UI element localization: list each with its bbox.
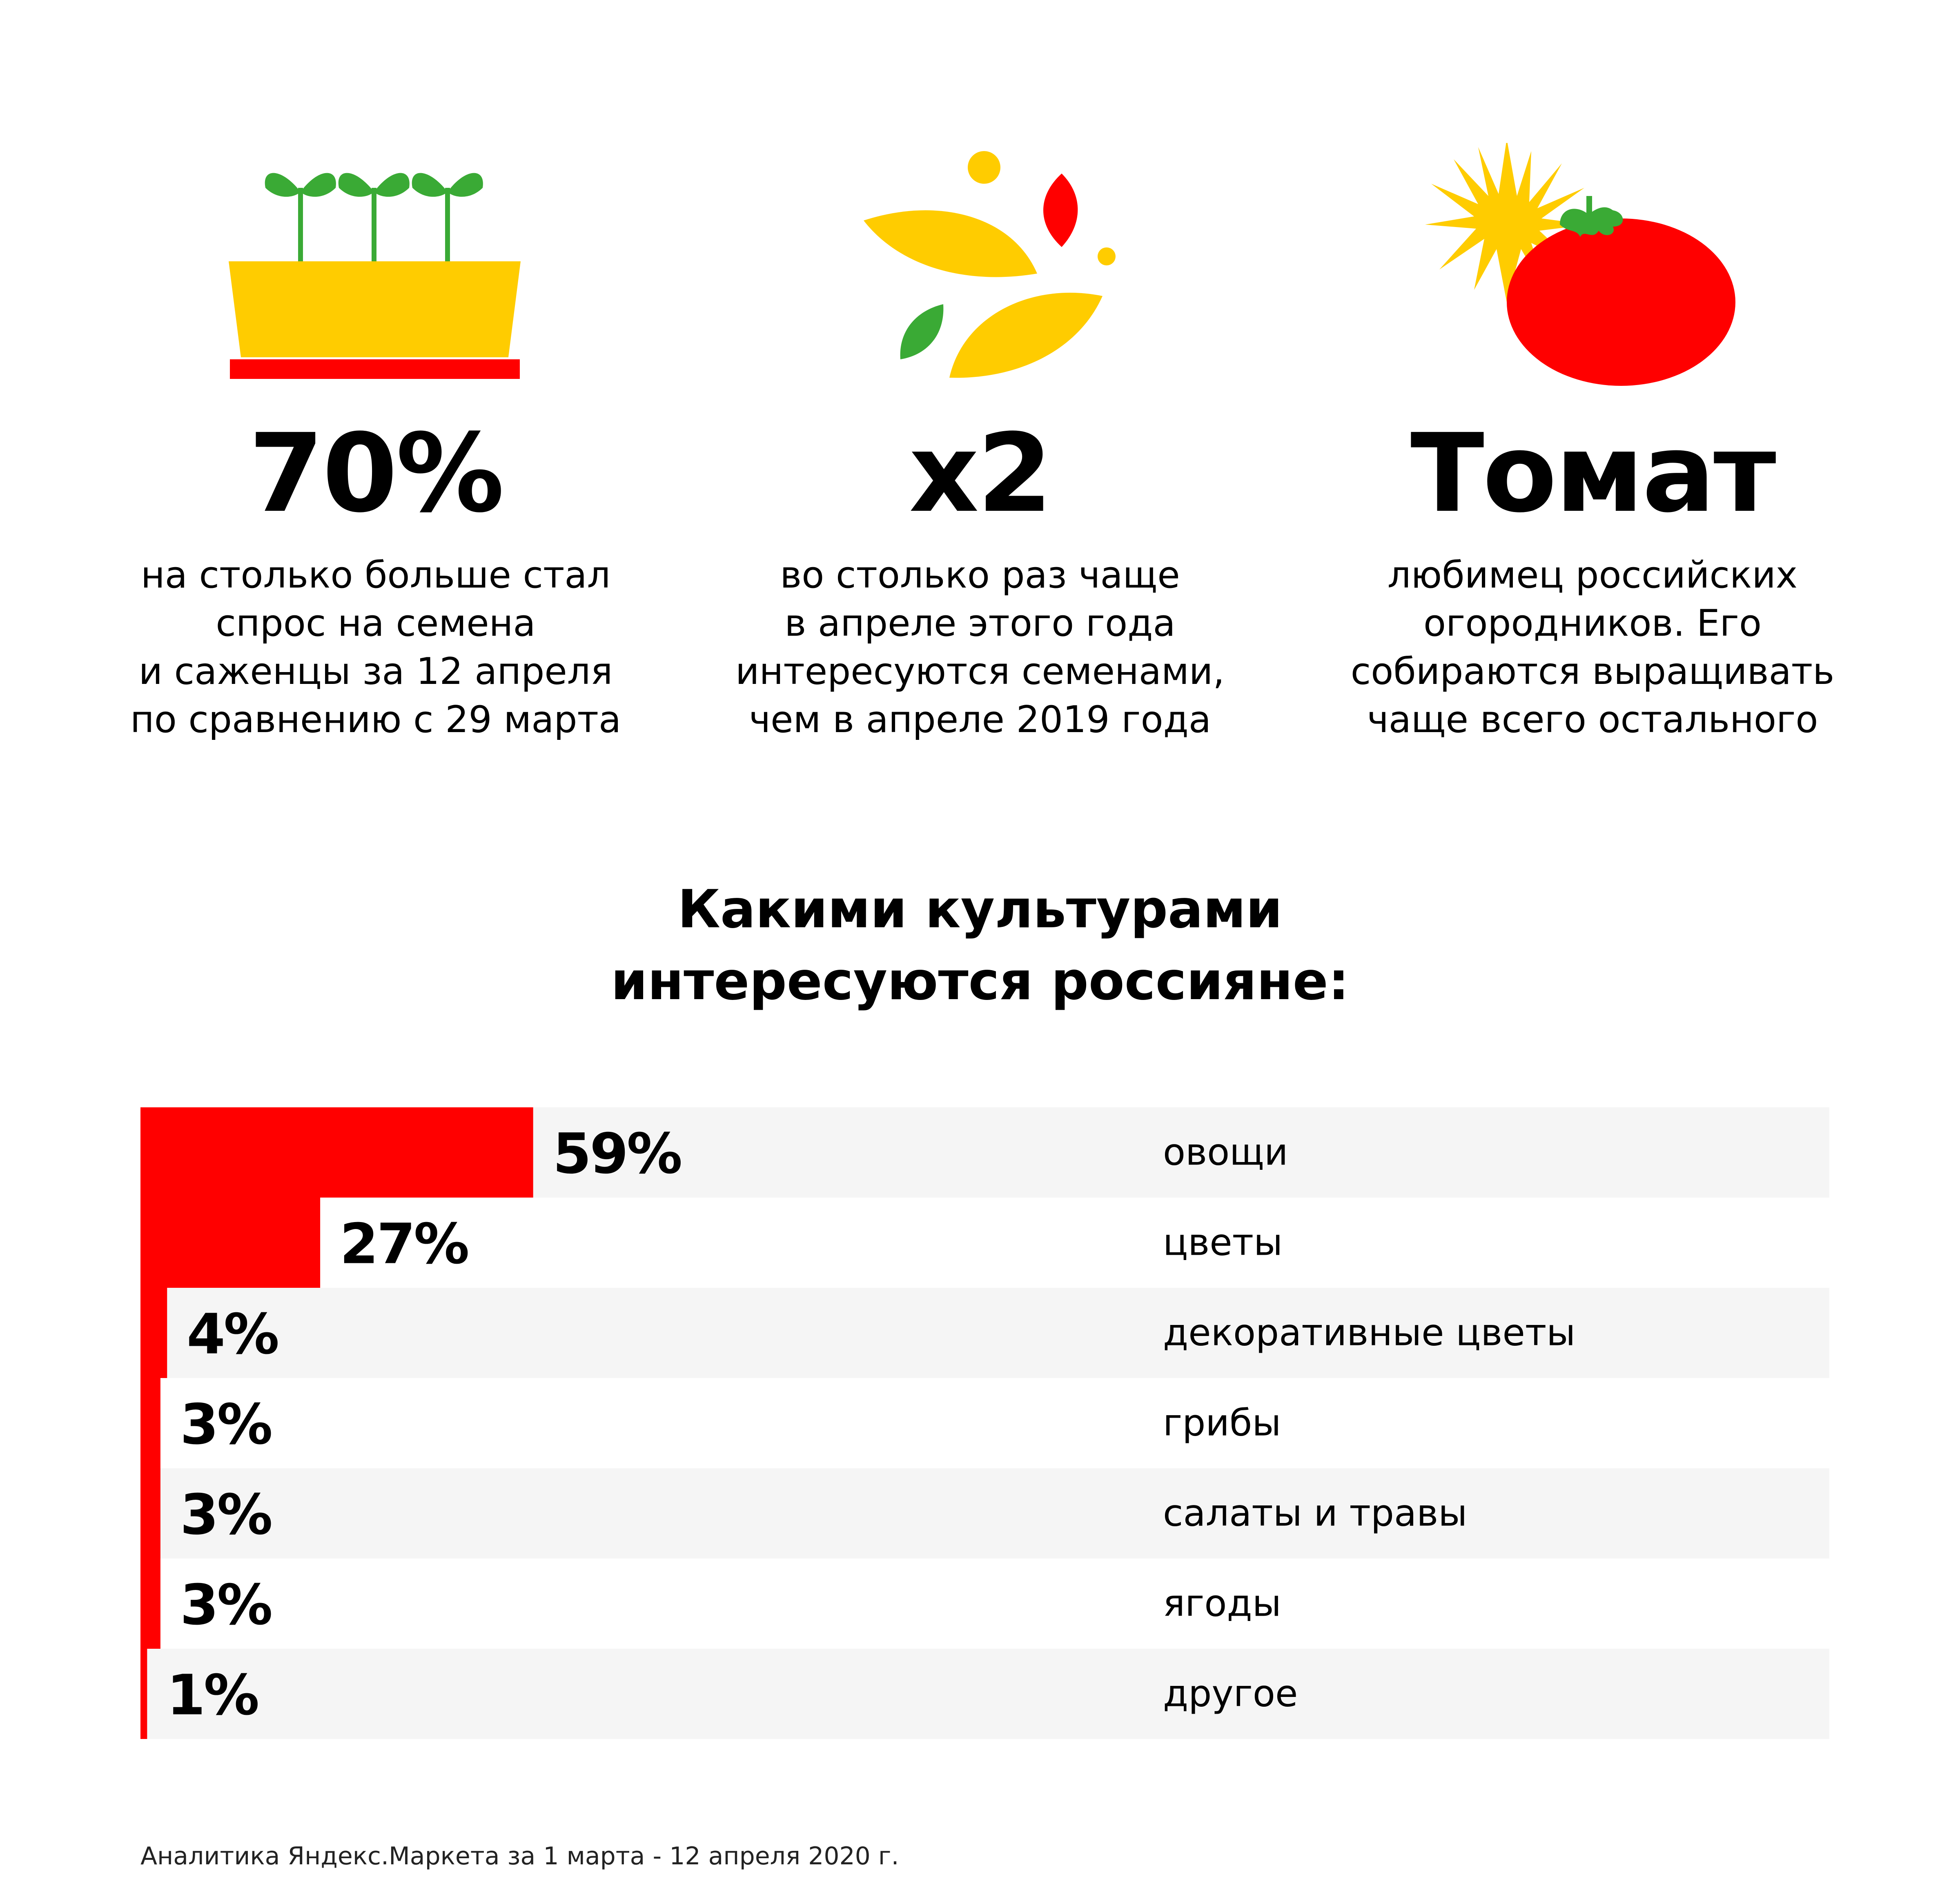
row-background	[140, 1468, 1829, 1559]
stat-value: 70%	[248, 411, 504, 537]
source-note: Аналитика Яндекс.Маркета за 1 марта - 12…	[140, 1842, 899, 1870]
stat-value: x2	[909, 411, 1052, 537]
row-background	[140, 1198, 1829, 1288]
stat-favorite: Томат любимец российских огородников. Ег…	[1290, 412, 1895, 744]
row-background	[140, 1559, 1829, 1649]
chart-title: Какими культурами интересуются россияне:	[611, 879, 1349, 1012]
stat-description: на столько больше стал спрос на семена и…	[130, 554, 621, 741]
bar	[140, 1649, 147, 1739]
row-background	[140, 1288, 1829, 1378]
bar	[140, 1559, 160, 1649]
stat-description: во столько раз чаще в апреле этого года …	[735, 554, 1225, 741]
category-label: грибы	[1163, 1402, 1281, 1445]
bar-value-label: 59%	[553, 1122, 681, 1187]
bar-value-label: 3%	[180, 1573, 271, 1638]
bar	[140, 1288, 167, 1378]
bar-value-label: 1%	[167, 1663, 258, 1728]
category-label: другое	[1163, 1672, 1298, 1715]
seedlings-pot-icon	[229, 173, 521, 379]
stat-growth: x2 во столько раз чаще в апреле этого го…	[678, 412, 1282, 744]
category-label: ягоды	[1163, 1582, 1281, 1625]
row-background	[140, 1378, 1829, 1468]
bar	[140, 1468, 160, 1559]
bar-value-label: 3%	[180, 1483, 271, 1547]
stat-value: Томат	[1410, 411, 1776, 537]
category-label: цветы	[1163, 1221, 1283, 1264]
bar	[140, 1378, 160, 1468]
bar-value-label: 27%	[340, 1212, 468, 1277]
category-label: салаты и травы	[1163, 1492, 1467, 1535]
category-label: овощи	[1163, 1131, 1288, 1174]
bar-value-label: 3%	[180, 1393, 271, 1457]
category-label: декоративные цветы	[1163, 1311, 1575, 1354]
tomato-sun-icon	[1425, 143, 1735, 386]
bar-value-label: 4%	[187, 1303, 278, 1367]
seeds-icon	[864, 151, 1116, 378]
row-background	[140, 1649, 1829, 1739]
stat-description: любимец российских огородников. Его соби…	[1350, 554, 1835, 741]
stat-demand: 70% на столько больше стал спрос на семе…	[74, 412, 678, 744]
bar	[140, 1107, 533, 1198]
bar	[140, 1198, 321, 1288]
